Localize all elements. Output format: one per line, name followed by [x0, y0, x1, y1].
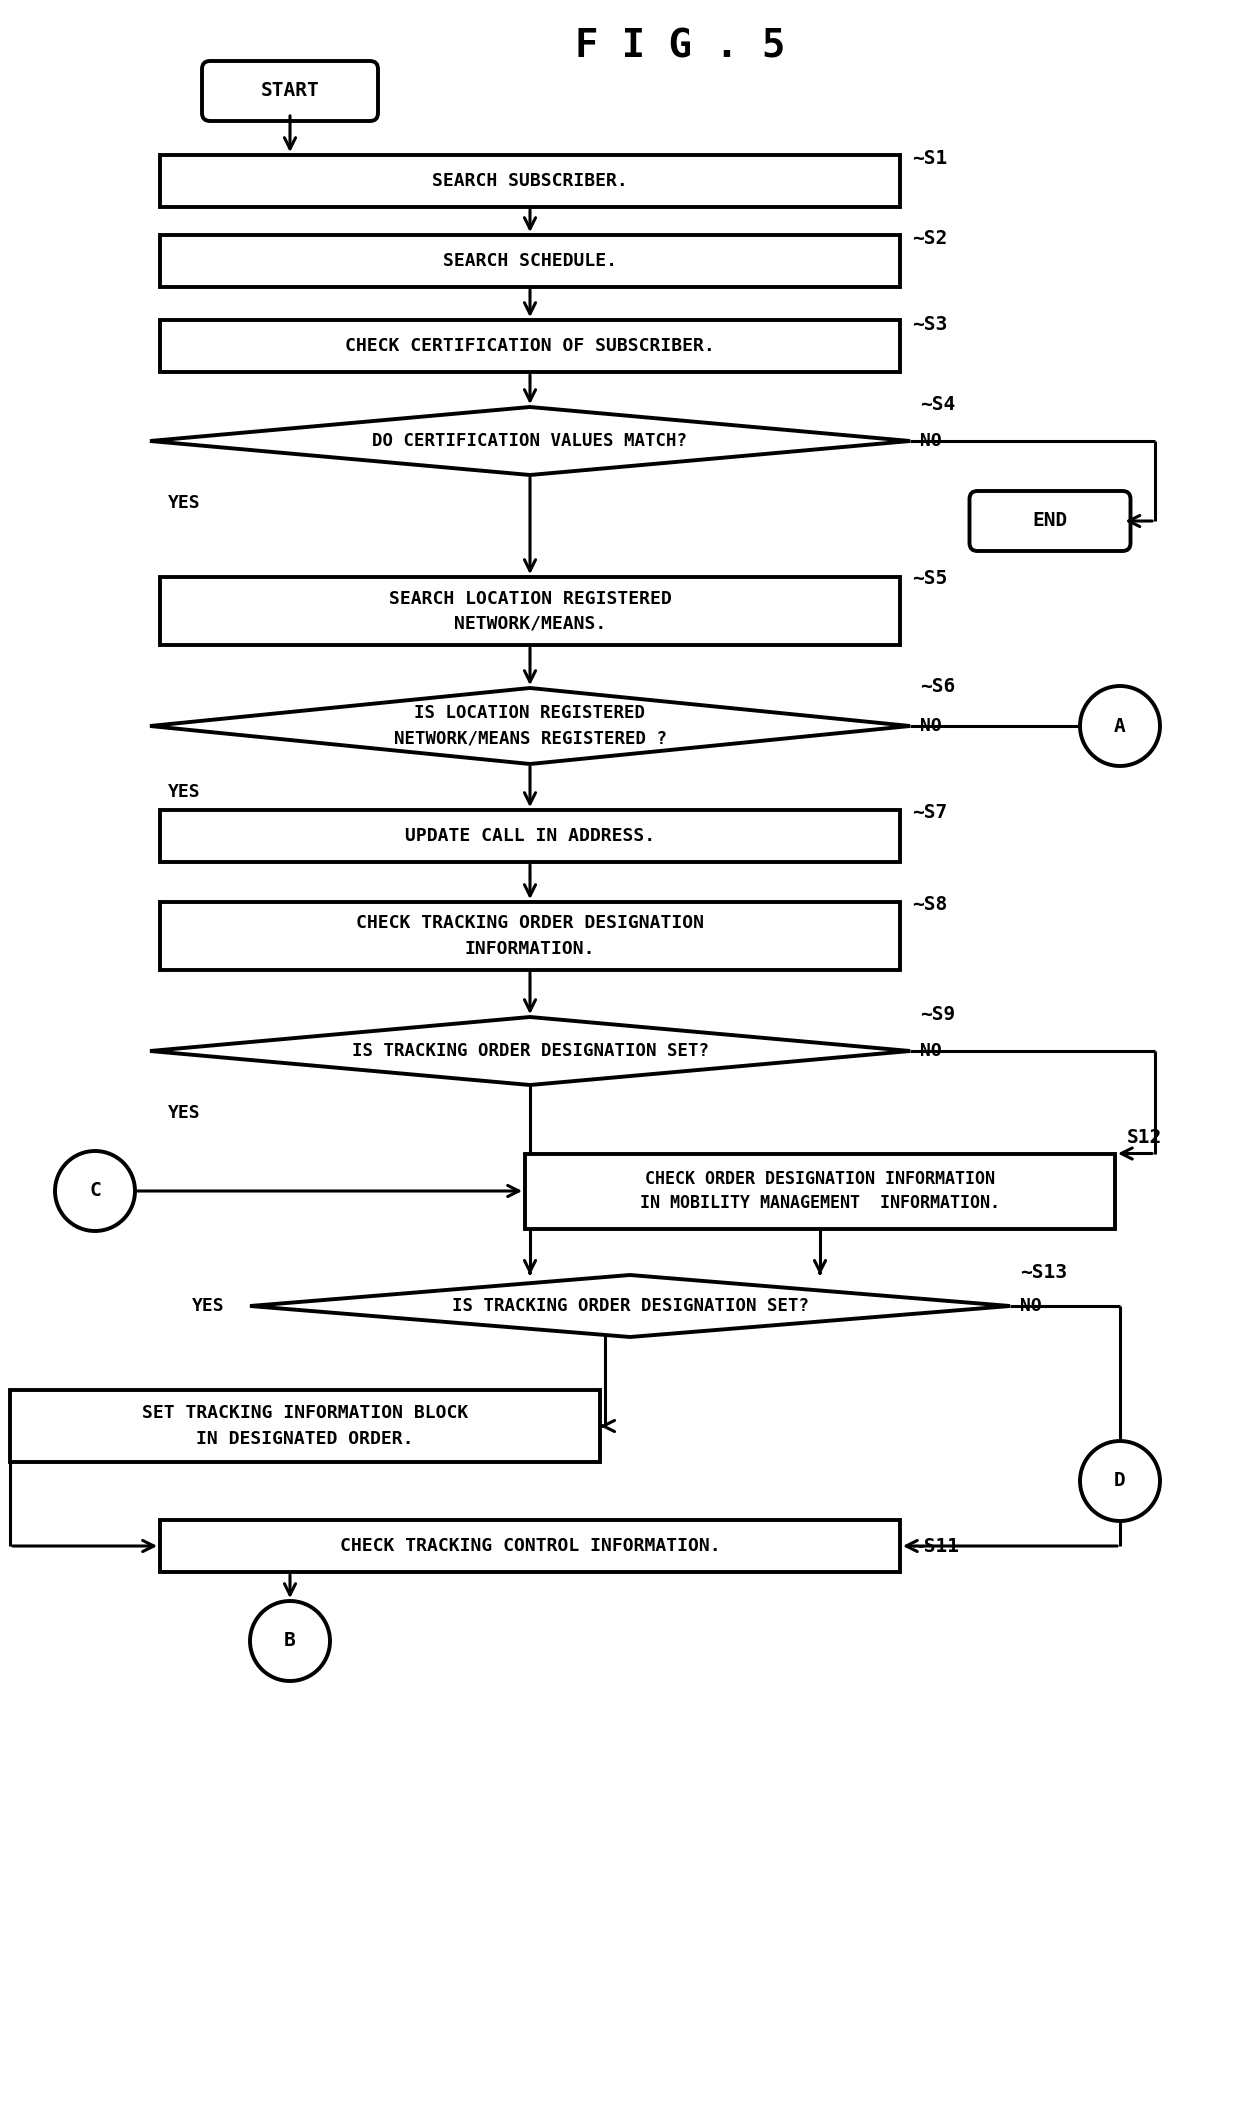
Text: UPDATE CALL IN ADDRESS.: UPDATE CALL IN ADDRESS.	[405, 828, 655, 845]
Text: ~S9: ~S9	[920, 1006, 955, 1025]
FancyBboxPatch shape	[160, 1519, 900, 1572]
FancyBboxPatch shape	[160, 578, 900, 645]
FancyBboxPatch shape	[160, 155, 900, 208]
Text: ~S2: ~S2	[911, 229, 947, 248]
Text: ~S11: ~S11	[911, 1536, 959, 1555]
Text: NO: NO	[920, 716, 941, 735]
Text: START: START	[260, 82, 320, 101]
FancyBboxPatch shape	[160, 319, 900, 372]
Text: SET TRACKING INFORMATION BLOCK
IN DESIGNATED ORDER.: SET TRACKING INFORMATION BLOCK IN DESIGN…	[141, 1403, 469, 1448]
FancyBboxPatch shape	[970, 492, 1131, 550]
Circle shape	[1080, 687, 1159, 767]
Text: ~S6: ~S6	[920, 677, 955, 695]
Text: ~S3: ~S3	[911, 315, 947, 334]
FancyBboxPatch shape	[525, 1153, 1115, 1229]
Circle shape	[1080, 1441, 1159, 1521]
Text: CHECK CERTIFICATION OF SUBSCRIBER.: CHECK CERTIFICATION OF SUBSCRIBER.	[345, 336, 715, 355]
Text: D: D	[1114, 1471, 1126, 1490]
Text: ~S8: ~S8	[911, 895, 947, 914]
Polygon shape	[250, 1275, 1011, 1336]
FancyBboxPatch shape	[160, 811, 900, 861]
Text: A: A	[1114, 716, 1126, 735]
Text: END: END	[1033, 511, 1068, 529]
Polygon shape	[150, 408, 910, 475]
Text: ~S7: ~S7	[911, 803, 947, 821]
FancyBboxPatch shape	[160, 235, 900, 288]
Text: ~S13: ~S13	[1021, 1263, 1066, 1282]
Text: YES: YES	[167, 784, 201, 800]
Text: DO CERTIFICATION VALUES MATCH?: DO CERTIFICATION VALUES MATCH?	[372, 433, 687, 450]
Text: F I G . 5: F I G . 5	[575, 27, 785, 65]
Text: NO: NO	[920, 1042, 941, 1061]
Text: C: C	[89, 1181, 100, 1200]
Text: SEARCH SUBSCRIBER.: SEARCH SUBSCRIBER.	[432, 172, 627, 189]
Text: CHECK TRACKING ORDER DESIGNATION
INFORMATION.: CHECK TRACKING ORDER DESIGNATION INFORMA…	[356, 914, 704, 958]
Text: SEARCH SCHEDULE.: SEARCH SCHEDULE.	[443, 252, 618, 271]
Text: NO: NO	[1021, 1296, 1042, 1315]
Polygon shape	[150, 687, 910, 765]
Text: CHECK ORDER DESIGNATION INFORMATION
IN MOBILITY MANAGEMENT  INFORMATION.: CHECK ORDER DESIGNATION INFORMATION IN M…	[640, 1170, 999, 1212]
Text: YES: YES	[192, 1296, 224, 1315]
Polygon shape	[150, 1017, 910, 1084]
Text: B: B	[284, 1632, 296, 1651]
Text: NO: NO	[920, 433, 941, 450]
Circle shape	[250, 1601, 330, 1681]
Text: ~S4: ~S4	[920, 395, 955, 414]
Text: YES: YES	[167, 494, 201, 513]
FancyBboxPatch shape	[160, 901, 900, 971]
Text: SEARCH LOCATION REGISTERED
NETWORK/MEANS.: SEARCH LOCATION REGISTERED NETWORK/MEANS…	[388, 590, 671, 632]
Text: S12: S12	[1127, 1128, 1162, 1147]
FancyBboxPatch shape	[10, 1391, 600, 1462]
Text: ~S5: ~S5	[911, 569, 947, 588]
Text: ~S1: ~S1	[911, 149, 947, 168]
Text: CHECK TRACKING CONTROL INFORMATION.: CHECK TRACKING CONTROL INFORMATION.	[340, 1538, 720, 1555]
Text: IS TRACKING ORDER DESIGNATION SET?: IS TRACKING ORDER DESIGNATION SET?	[451, 1296, 808, 1315]
Text: YES: YES	[167, 1103, 201, 1122]
FancyBboxPatch shape	[202, 61, 378, 122]
Circle shape	[55, 1151, 135, 1231]
Text: IS LOCATION REGISTERED
NETWORK/MEANS REGISTERED ?: IS LOCATION REGISTERED NETWORK/MEANS REG…	[393, 704, 667, 748]
Text: IS TRACKING ORDER DESIGNATION SET?: IS TRACKING ORDER DESIGNATION SET?	[351, 1042, 708, 1061]
